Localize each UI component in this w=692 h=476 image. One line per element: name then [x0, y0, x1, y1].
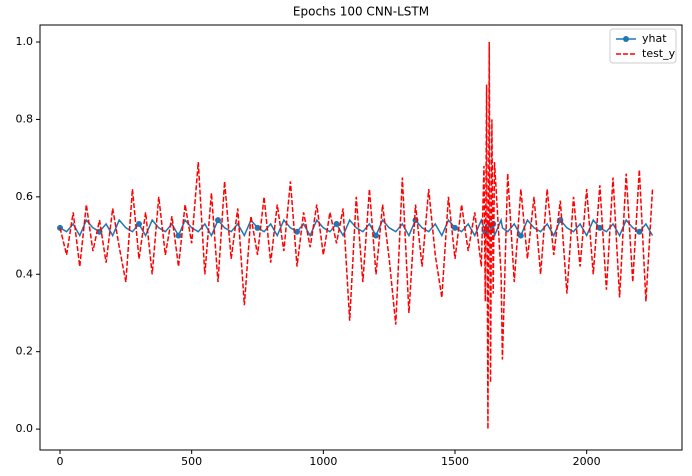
series-marker [333, 220, 340, 227]
series-marker [596, 224, 603, 231]
series-marker [254, 224, 261, 231]
legend-marker [623, 36, 629, 42]
x-tick-label: 500 [181, 455, 202, 468]
series-marker [215, 217, 222, 224]
series-line [59, 42, 654, 430]
y-tick-label: 1.0 [16, 35, 34, 48]
y-tick-label: 0.0 [16, 422, 34, 435]
y-tick-label: 0.4 [16, 267, 34, 280]
y-tick-label: 0.8 [16, 112, 34, 125]
series-marker [373, 232, 380, 239]
series-marker [452, 224, 459, 231]
x-tick-label: 0 [57, 455, 64, 468]
y-tick-label: 0.2 [16, 345, 34, 358]
series-marker [175, 232, 182, 239]
x-tick-label: 1500 [441, 455, 469, 468]
series-marker [636, 228, 643, 235]
plot-frame [39, 24, 683, 451]
chart-title: Epochs 100 CNN-LSTM [293, 5, 429, 19]
legend-label: test_y [642, 47, 676, 60]
series-marker [294, 228, 301, 235]
series-marker [517, 232, 524, 239]
y-tick-label: 0.6 [16, 190, 34, 203]
x-tick-label: 2000 [573, 455, 601, 468]
x-tick-label: 1000 [309, 455, 337, 468]
series-marker [136, 220, 143, 227]
legend-label: yhat [642, 32, 667, 45]
